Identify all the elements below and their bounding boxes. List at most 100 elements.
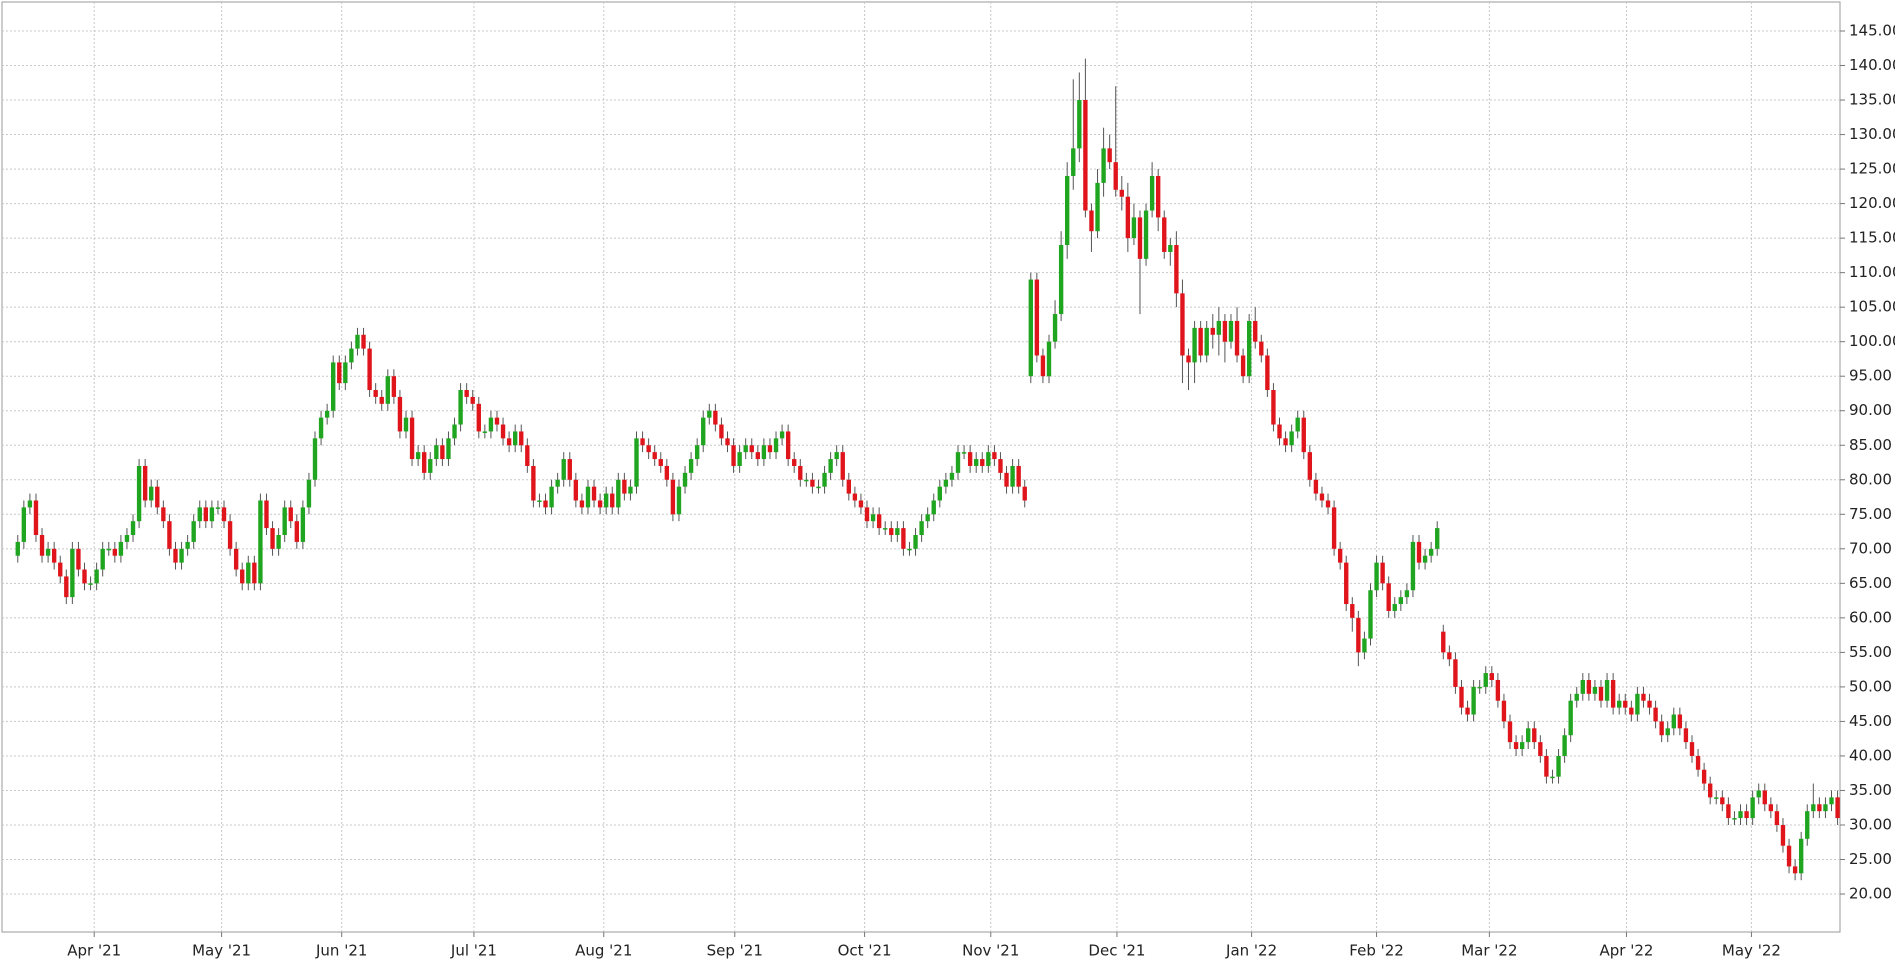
- y-tick-label: 85.00: [1849, 436, 1892, 454]
- candle-body: [1186, 355, 1191, 363]
- candle-body: [1259, 341, 1264, 356]
- candle-body: [640, 438, 645, 446]
- candle-body: [470, 396, 475, 404]
- y-tick-label: 30.00: [1849, 815, 1892, 833]
- candle-body: [221, 507, 227, 522]
- candle-body: [1695, 755, 1701, 770]
- candle-body: [785, 431, 791, 460]
- candle-body: [1065, 175, 1070, 246]
- candle-body: [701, 417, 706, 446]
- candle-body: [33, 500, 39, 536]
- candle-body: [798, 465, 803, 480]
- candle-body: [409, 417, 415, 460]
- candle-body: [974, 459, 979, 466]
- candle-body: [94, 569, 99, 584]
- candle-body: [1519, 742, 1525, 750]
- candle-body: [955, 452, 961, 473]
- candle-body: [1671, 714, 1676, 729]
- candle-body: [610, 493, 615, 508]
- candle-body: [1095, 182, 1100, 232]
- candle-body: [852, 493, 858, 501]
- candle-body: [1653, 707, 1658, 722]
- candle-body: [664, 465, 670, 480]
- candle-body: [246, 562, 251, 584]
- candle-body: [1604, 679, 1610, 701]
- y-tick-label: 45.00: [1849, 712, 1892, 730]
- candle-body: [106, 548, 111, 551]
- x-tick-label: May '22: [1722, 942, 1781, 960]
- candle-body: [39, 535, 45, 556]
- candle-body: [1610, 679, 1616, 708]
- candle-body: [179, 548, 184, 563]
- candle-body: [967, 452, 973, 466]
- candle-body: [434, 445, 439, 460]
- candle-body: [233, 548, 239, 570]
- candle-body: [676, 486, 682, 515]
- candle-body: [288, 507, 293, 522]
- candle-body: [440, 445, 445, 460]
- candle-body: [731, 445, 736, 466]
- candle-body: [112, 548, 118, 556]
- candle-body: [476, 403, 481, 432]
- candle-body: [1665, 728, 1670, 736]
- candle-body: [500, 424, 506, 439]
- candle-body: [161, 507, 166, 522]
- candle-body: [27, 500, 33, 508]
- candle-body: [458, 390, 463, 425]
- candle-body: [428, 459, 433, 473]
- candle-body: [506, 438, 512, 446]
- candle-body: [634, 438, 639, 487]
- candle-body: [1192, 327, 1197, 363]
- candle-body: [1107, 148, 1112, 163]
- candle-body: [1435, 528, 1440, 549]
- y-tick-label: 35.00: [1849, 781, 1892, 799]
- candle-body: [45, 548, 51, 556]
- candle-body: [603, 493, 609, 508]
- candle-body: [810, 479, 815, 487]
- candle-body: [1307, 452, 1313, 480]
- candle-body: [992, 452, 997, 460]
- candle-body: [1580, 679, 1585, 694]
- y-tick-label: 145.00: [1849, 21, 1895, 39]
- candle-body: [1459, 686, 1464, 708]
- candle-body: [561, 459, 566, 480]
- candle-body: [737, 452, 742, 466]
- candle-body: [1301, 417, 1306, 453]
- candle-body: [1125, 196, 1131, 239]
- y-tick-label: 140.00: [1849, 56, 1895, 74]
- candle-body: [1477, 686, 1482, 689]
- candle-body: [646, 445, 651, 453]
- candle-body: [573, 479, 579, 501]
- candle-body: [1501, 700, 1507, 722]
- candle-body: [1246, 320, 1252, 377]
- candle-body: [1811, 804, 1816, 812]
- candle-body: [1756, 790, 1761, 798]
- candle-body: [864, 507, 870, 522]
- candle-body: [579, 500, 585, 508]
- candle-body: [482, 431, 488, 433]
- candle-body: [446, 438, 451, 460]
- candle-body: [1447, 652, 1452, 660]
- candle-body: [355, 334, 360, 349]
- candle-body: [227, 521, 233, 549]
- candle-body: [1635, 693, 1640, 715]
- candle-body: [294, 521, 299, 542]
- candle-body: [895, 528, 900, 536]
- candle-body: [525, 445, 530, 466]
- candle-body: [876, 514, 882, 529]
- candle-body: [1835, 797, 1840, 819]
- candle-body: [1022, 486, 1027, 501]
- candle-body: [403, 417, 409, 432]
- candle-body: [1714, 797, 1719, 799]
- candle-body: [258, 500, 263, 584]
- candle-body: [980, 459, 985, 466]
- candle-body: [688, 459, 694, 473]
- y-tick-label: 90.00: [1849, 401, 1892, 419]
- candle-body: [452, 424, 457, 439]
- candle-body: [1052, 314, 1058, 342]
- candle-body: [792, 459, 797, 466]
- candle-body: [828, 459, 833, 473]
- y-tick-label: 55.00: [1849, 643, 1892, 661]
- plot-area: [1, 1, 1841, 933]
